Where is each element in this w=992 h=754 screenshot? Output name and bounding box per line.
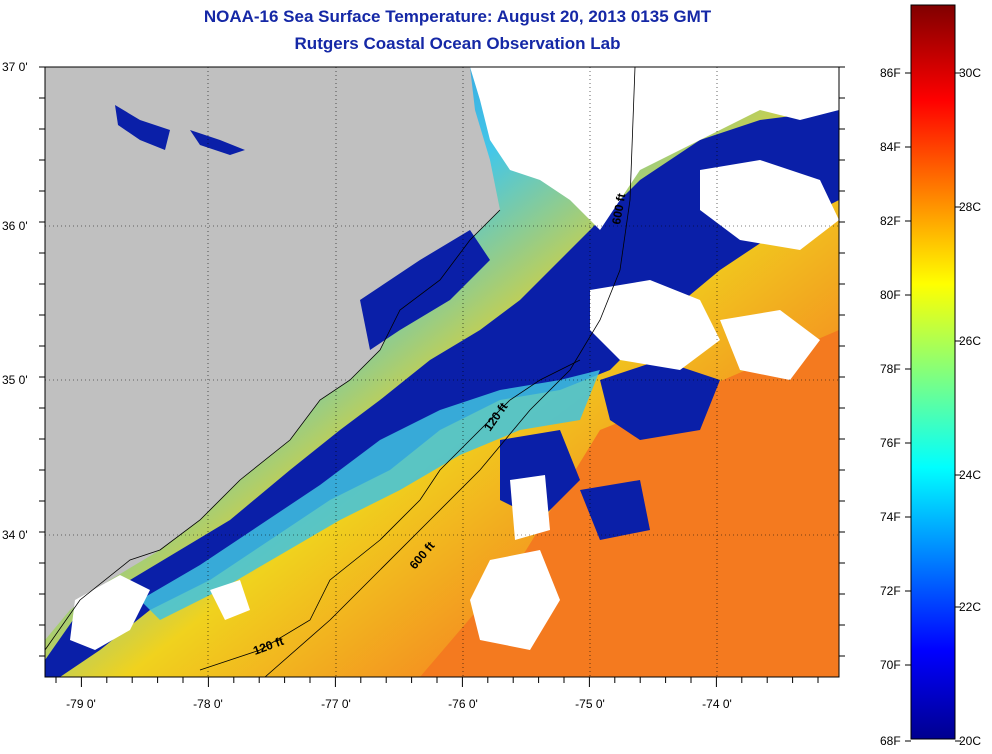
cold-coastal-band — [45, 110, 839, 677]
colorbar-f-label: 78F — [880, 362, 901, 376]
coast-outline — [45, 209, 501, 651]
lat-label: 36 0' — [2, 219, 28, 233]
colorbar-f-label: 76F — [880, 436, 901, 450]
cloud-area — [700, 160, 839, 250]
temperature-colorbar — [910, 4, 956, 740]
lat-label: 35 0' — [2, 373, 28, 387]
lat-label: 37 0' — [2, 60, 28, 74]
map-frame — [44, 66, 840, 678]
cold-eddy-patch — [600, 360, 720, 440]
inland-river — [190, 130, 245, 155]
lon-label: -77 0' — [321, 697, 351, 711]
colorbar-c-label: 24C — [959, 468, 981, 482]
cloud-area — [510, 475, 550, 540]
isobath-120ft-contour — [199, 359, 581, 671]
lon-label: -74 0' — [702, 697, 732, 711]
isobath-600ft-contour — [264, 67, 636, 677]
colorbar-f-label: 80F — [880, 288, 901, 302]
cloud-area — [470, 67, 839, 230]
map-grid — [45, 67, 839, 677]
cloud-area — [720, 310, 820, 380]
colorbar-c-label: 22C — [959, 600, 981, 614]
cold-eddy-patch — [580, 480, 650, 540]
lon-label: -76 0' — [448, 697, 478, 711]
lon-label: -75 0' — [575, 697, 605, 711]
colorbar-c-label: 30C — [959, 66, 981, 80]
colorbar-c-label: 20C — [959, 734, 981, 748]
colorbar-f-label: 84F — [880, 140, 901, 154]
colorbar-f-label: 72F — [880, 584, 901, 598]
pamlico-sound — [360, 230, 490, 350]
mid-coastal-band — [140, 370, 600, 620]
colorbar-f-label: 74F — [880, 510, 901, 524]
colorbar-f-label: 70F — [880, 658, 901, 672]
map-subtitle: Rutgers Coastal Ocean Observation Lab — [294, 34, 621, 53]
colorbar-ticks — [905, 72, 961, 742]
lat-label: 34 0' — [2, 528, 28, 542]
colorbar-f-label: 82F — [880, 214, 901, 228]
lon-label: -78 0' — [193, 697, 223, 711]
map-title: NOAA-16 Sea Surface Temperature: August … — [203, 7, 712, 26]
colorbar-c-label: 28C — [959, 200, 981, 214]
cloud-area — [210, 580, 250, 620]
cloud-area — [70, 575, 150, 650]
colorbar-f-label: 68F — [880, 734, 901, 748]
inland-river — [115, 105, 170, 150]
axis-ticks — [39, 66, 845, 687]
colorbar-c-label: 26C — [959, 334, 981, 348]
cloud-area — [590, 280, 720, 370]
colorbar-f-label: 86F — [880, 66, 901, 80]
lon-label: -79 0' — [66, 697, 96, 711]
depth-label: 600 ft — [609, 192, 628, 225]
land-area — [45, 67, 500, 640]
cloud-area — [470, 550, 560, 650]
